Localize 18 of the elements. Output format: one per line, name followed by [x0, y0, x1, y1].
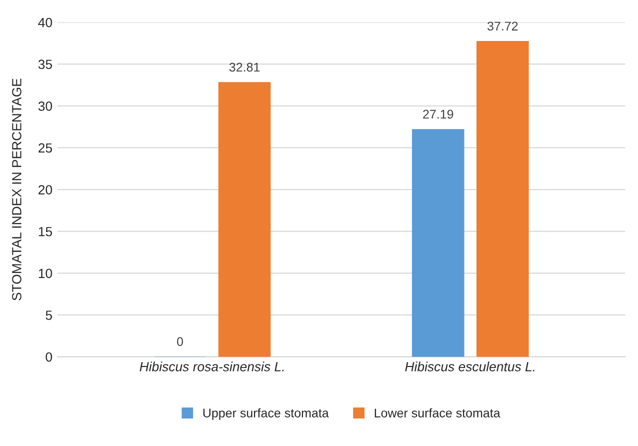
y-tick-label: 40 — [38, 18, 52, 28]
y-tick-label: 0 — [46, 352, 52, 362]
x-tick-label: Hibiscus esculentus L. — [405, 362, 534, 372]
y-tick-label: 20 — [38, 185, 52, 194]
data-label: 37.72 — [487, 22, 518, 31]
legend-label: Upper surface stomata — [203, 408, 329, 420]
y-tick-label: 35 — [38, 60, 52, 70]
y-axis-title: STOMATAL INDEX IN PERCENTAGE — [12, 78, 22, 300]
y-tick-label: 25 — [38, 143, 52, 153]
data-label: 27.19 — [423, 110, 454, 119]
y-tick-label: 5 — [46, 310, 52, 320]
y-tick-label: 10 — [38, 268, 52, 278]
y-tick-label: 30 — [38, 101, 52, 111]
data-label: 0 — [177, 337, 184, 346]
y-tick-label: 15 — [38, 227, 52, 236]
legend-label: Lower surface stomata — [374, 408, 500, 418]
data-label: 32.81 — [229, 62, 260, 72]
x-tick-label: Hibiscus rosa-sinensis L. — [140, 362, 284, 372]
